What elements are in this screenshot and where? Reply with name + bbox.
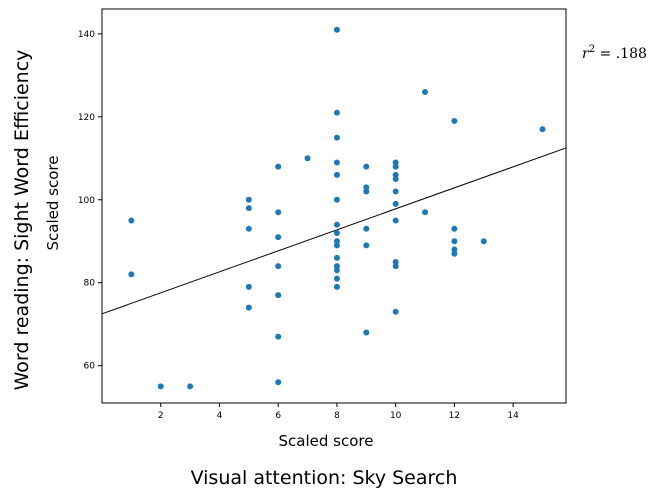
data-point: [333, 159, 340, 166]
y-axis-ticks: 60 80 100 120 140: [78, 30, 102, 372]
data-point: [363, 242, 370, 249]
data-point: [275, 263, 282, 270]
data-point: [422, 88, 429, 95]
r-value: = .188: [595, 46, 647, 62]
data-point: [363, 225, 370, 232]
data-point: [451, 117, 458, 124]
x-tick-label: 8: [334, 411, 340, 421]
y-tick-label: 140: [78, 30, 95, 40]
data-point: [333, 134, 340, 141]
data-point: [245, 225, 252, 232]
data-point: [187, 383, 194, 390]
data-point: [333, 229, 340, 236]
data-point: [157, 383, 164, 390]
data-point: [275, 234, 282, 241]
x-axis-ticks: 2 4 6 8 10 12 14: [158, 403, 519, 421]
y-tick-label: 80: [84, 279, 96, 289]
data-point: [333, 26, 340, 33]
r-symbol: r: [582, 46, 590, 62]
data-point: [275, 292, 282, 299]
data-point: [422, 209, 429, 216]
y-axis-label: Scaled score: [44, 156, 62, 251]
data-point: [275, 209, 282, 216]
y-tick-label: 100: [78, 196, 95, 206]
data-point: [392, 217, 399, 224]
data-point: [245, 283, 252, 290]
data-point: [304, 155, 311, 162]
regression-line: [101, 147, 567, 315]
data-point: [451, 246, 458, 253]
data-point: [392, 163, 399, 170]
data-point: [333, 263, 340, 270]
data-point: [333, 254, 340, 261]
data-point: [363, 329, 370, 336]
data-point: [245, 196, 252, 203]
data-point: [333, 283, 340, 290]
data-point: [392, 159, 399, 166]
data-point: [451, 250, 458, 257]
y-tick-label: 60: [84, 362, 96, 372]
x-tick-label: 14: [507, 411, 519, 421]
data-point: [128, 271, 135, 278]
x-tick-label: 6: [275, 411, 281, 421]
data-point: [333, 275, 340, 282]
data-point: [363, 163, 370, 170]
data-point: [275, 379, 282, 386]
data-point: [333, 109, 340, 116]
data-point: [275, 163, 282, 170]
data-point: [333, 171, 340, 178]
data-point: [451, 225, 458, 232]
data-point: [480, 238, 487, 245]
data-point: [392, 308, 399, 315]
plot-area: [101, 8, 567, 404]
data-point: [275, 333, 282, 340]
data-point: [363, 184, 370, 191]
data-point: [333, 196, 340, 203]
data-point: [392, 200, 399, 207]
data-point: [245, 304, 252, 311]
x-tick-label: 2: [158, 411, 164, 421]
r-squared-annotation: r2 = .188: [582, 44, 647, 62]
x-tick-label: 10: [390, 411, 402, 421]
data-point: [392, 263, 399, 270]
outer-x-label: Visual attention: Sky Search: [191, 467, 458, 489]
r-exponent: 2: [589, 44, 595, 55]
data-point: [245, 205, 252, 212]
data-point: [392, 188, 399, 195]
data-point: [451, 238, 458, 245]
y-tick-label: 120: [78, 113, 95, 123]
data-point: [333, 267, 340, 274]
data-point: [392, 176, 399, 183]
data-points: [128, 26, 546, 390]
data-point: [392, 258, 399, 265]
data-point: [333, 238, 340, 245]
outer-y-label: Word reading: Sight Word Efficiency: [11, 50, 33, 391]
data-point: [333, 221, 340, 228]
x-tick-label: 4: [217, 411, 223, 421]
x-tick-label: 12: [449, 411, 460, 421]
data-point: [128, 217, 135, 224]
data-point: [333, 242, 340, 249]
x-axis-label: Scaled score: [279, 432, 374, 450]
data-point: [363, 188, 370, 195]
data-point: [392, 171, 399, 178]
data-point: [539, 126, 546, 133]
